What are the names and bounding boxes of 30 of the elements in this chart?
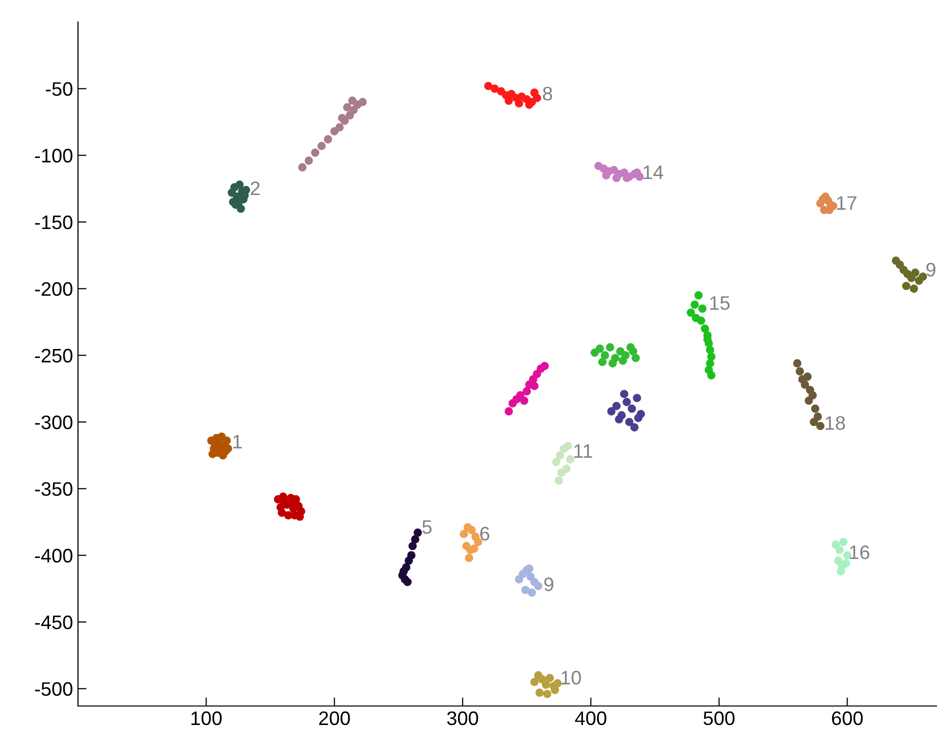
y-tick-label: -200: [35, 282, 72, 296]
annotation: 6: [480, 526, 490, 541]
y-tick-label: -400: [35, 548, 72, 563]
annotation: 9: [926, 262, 936, 277]
y-tick-label: -250: [35, 348, 72, 363]
annotation: 8: [542, 86, 552, 101]
annotation: 2: [250, 181, 260, 196]
x-tick-label: 300: [447, 711, 478, 726]
x-tick-label: 500: [704, 711, 735, 726]
annotation: 14: [644, 166, 664, 180]
x-tick-label: 200: [319, 711, 350, 726]
x-tick-label: 600: [832, 711, 863, 726]
annotation: 15: [710, 296, 730, 310]
x-tick-label: 400: [575, 711, 606, 726]
annotation: 5: [422, 520, 432, 534]
annotation: 1: [233, 434, 242, 448]
annotation: 17: [837, 196, 856, 210]
y-tick-label: -450: [35, 615, 72, 630]
annotation: 9: [544, 577, 554, 592]
annotation: 11: [574, 444, 592, 458]
x-tick-label: 100: [191, 711, 222, 726]
annotation: 18: [826, 416, 845, 430]
y-tick-label: -300: [35, 415, 72, 430]
y-tick-label: -150: [35, 215, 72, 230]
y-tick-label: -350: [35, 482, 72, 496]
annotation: 10: [562, 670, 581, 685]
y-tick-label: -50: [46, 82, 72, 96]
y-tick-label: -100: [35, 148, 72, 163]
annotation: 16: [850, 545, 870, 560]
y-tick-label: -500: [35, 682, 72, 696]
